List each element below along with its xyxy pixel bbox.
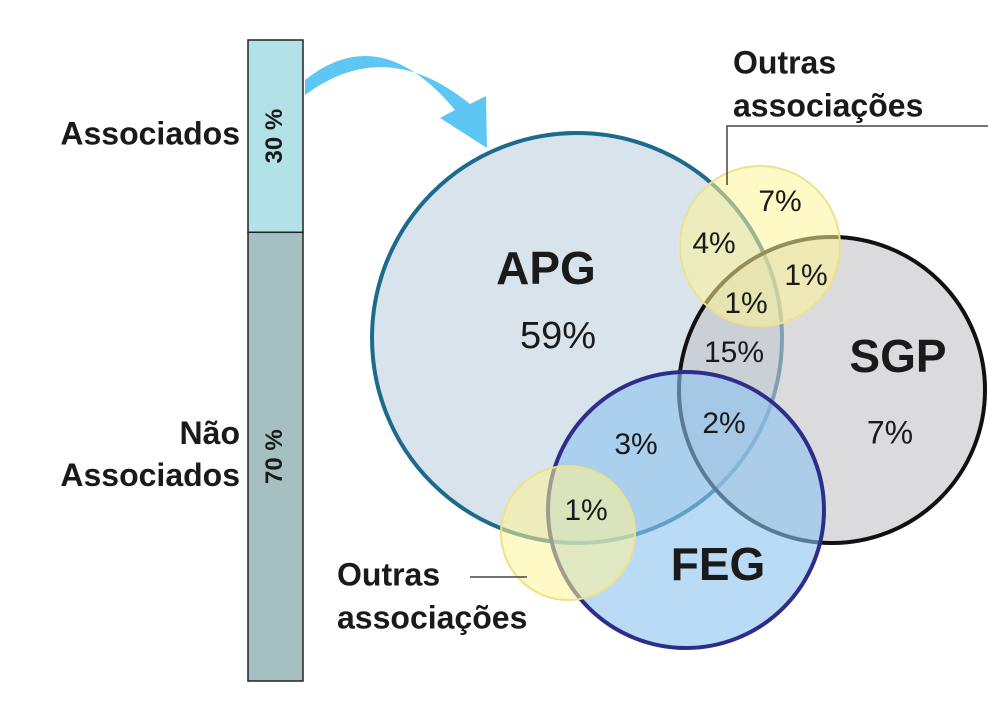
leader-line: [726, 125, 988, 185]
arrow: [305, 56, 487, 148]
segment-value-label: 70 %: [261, 429, 288, 484]
stacked-bar: 30 % Associados 70 % Não Associados: [60, 39, 304, 682]
region-label: 15%: [704, 336, 764, 369]
region-label: 1%: [784, 259, 827, 292]
region-label: 7%: [758, 185, 801, 218]
set-name: SGP: [849, 330, 946, 382]
set-share: 7%: [867, 414, 913, 450]
bar-segment: [247, 39, 304, 234]
region-label: 4%: [692, 227, 735, 260]
region-label: 3%: [614, 428, 657, 461]
set-name: FEG: [671, 538, 766, 590]
segment-label: Não: [180, 415, 240, 451]
region-label: 1%: [564, 494, 607, 527]
others-label: associações: [733, 87, 923, 123]
set-share: 59%: [520, 315, 596, 357]
region-label: 2%: [702, 407, 745, 440]
others-label: associações: [337, 599, 527, 635]
others-circle: [679, 165, 841, 327]
set-name: APG: [496, 242, 596, 294]
others-label: Outras: [337, 556, 440, 592]
segment-label: Associados: [60, 116, 240, 152]
bar-segment: [247, 231, 304, 682]
region-label: 1%: [724, 287, 767, 320]
others-label: Outras: [733, 44, 836, 80]
others-circle: [500, 465, 636, 601]
segment-label: Associados: [60, 457, 240, 493]
segment-value-label: 30 %: [261, 109, 288, 164]
